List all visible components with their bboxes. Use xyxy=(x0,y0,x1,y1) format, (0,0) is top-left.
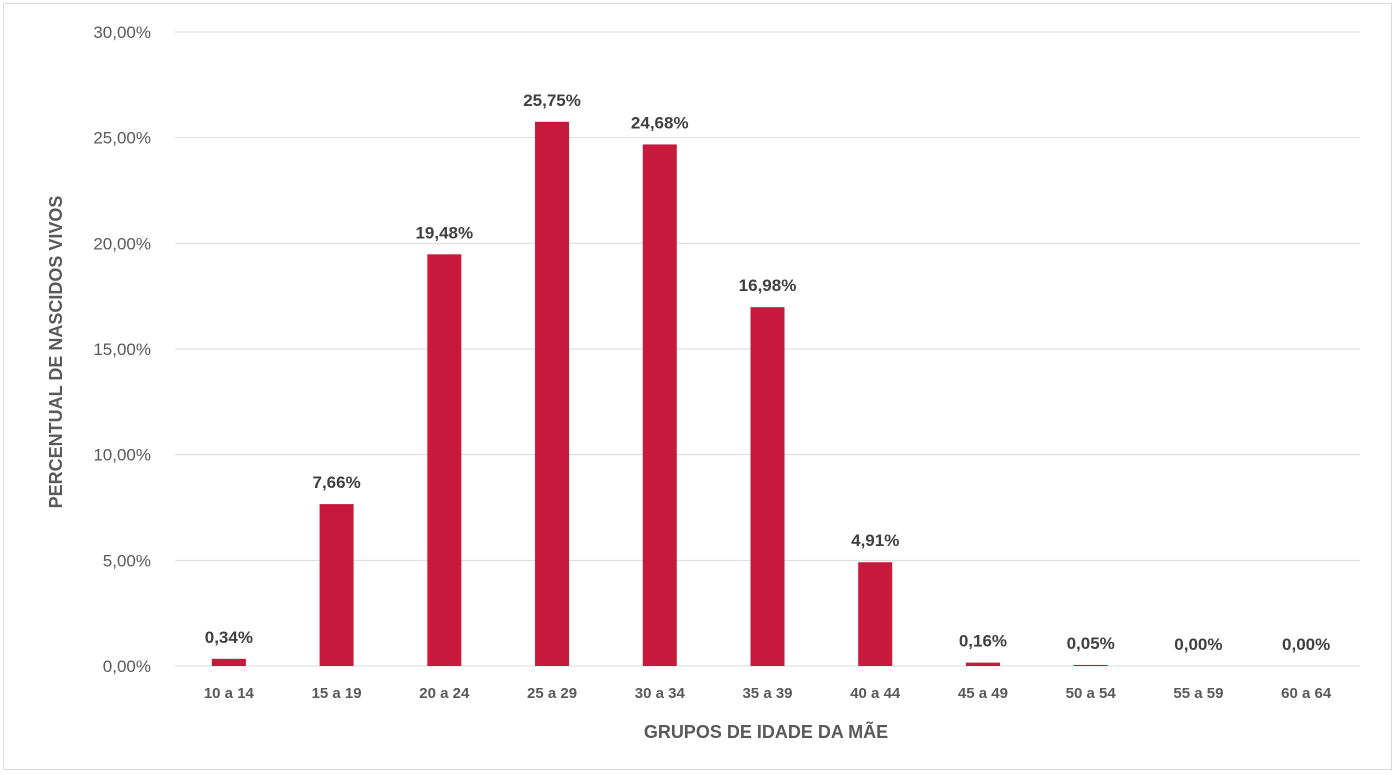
y-axis-ticks: 0,00% 5,00% 10,00% 15,00% 20,00% 25,00% 30,00% xyxy=(93,23,151,676)
bar xyxy=(1073,664,1108,666)
y-tick-label: 5,00% xyxy=(103,551,151,570)
bars xyxy=(211,121,1108,667)
x-tick-label: 10 a 14 xyxy=(204,685,255,702)
x-tick-label: 25 a 29 xyxy=(527,685,577,702)
y-tick-label: 0,00% xyxy=(103,657,151,676)
x-tick-label: 50 a 54 xyxy=(1066,685,1117,702)
bar xyxy=(427,254,462,666)
bar xyxy=(858,562,893,666)
x-tick-label: 55 a 59 xyxy=(1173,685,1223,702)
x-tick-label: 40 a 44 xyxy=(850,685,901,702)
data-label: 0,34% xyxy=(205,628,253,647)
x-axis-title: GRUPOS DE IDADE DA MÃE xyxy=(644,721,888,742)
y-tick-label: 10,00% xyxy=(93,446,151,465)
bar xyxy=(965,662,1000,666)
data-label: 0,05% xyxy=(1067,634,1115,653)
data-label: 19,48% xyxy=(415,223,473,242)
x-tick-label: 30 a 34 xyxy=(635,685,686,702)
data-label: 4,91% xyxy=(851,531,899,550)
chart-frame xyxy=(3,3,1392,770)
y-tick-label: 25,00% xyxy=(93,129,151,148)
x-tick-label: 20 a 24 xyxy=(419,685,470,702)
data-label: 16,98% xyxy=(739,276,797,295)
bar xyxy=(750,307,785,666)
bar xyxy=(535,121,570,667)
data-label: 7,66% xyxy=(312,473,360,492)
x-tick-label: 45 a 49 xyxy=(958,685,1008,702)
x-tick-label: 60 a 64 xyxy=(1281,685,1332,702)
data-label: 0,00% xyxy=(1174,635,1222,654)
data-label: 25,75% xyxy=(523,91,581,110)
data-labels: 0,34% 7,66% 19,48% 25,75% 24,68% 16,98% 4,91% 0… xyxy=(205,91,1330,654)
data-label: 24,68% xyxy=(631,113,689,132)
gridlines xyxy=(175,31,1360,667)
data-label: 0,00% xyxy=(1282,635,1330,654)
y-tick-label: 15,00% xyxy=(93,340,151,359)
y-axis-title: PERCENTUAL DE NASCIDOS VIVOS xyxy=(46,196,66,509)
x-tick-label: 15 a 19 xyxy=(312,685,362,702)
y-tick-label: 30,00% xyxy=(93,23,151,42)
bar xyxy=(211,658,246,666)
bar xyxy=(642,144,677,667)
bar xyxy=(319,504,354,666)
x-tick-label: 35 a 39 xyxy=(742,685,792,702)
x-axis-ticks: 10 a 14 15 a 19 20 a 24 25 a 29 30 a 34 35 a … xyxy=(204,685,1332,702)
data-label: 0,16% xyxy=(959,632,1007,651)
y-tick-label: 20,00% xyxy=(93,234,151,253)
